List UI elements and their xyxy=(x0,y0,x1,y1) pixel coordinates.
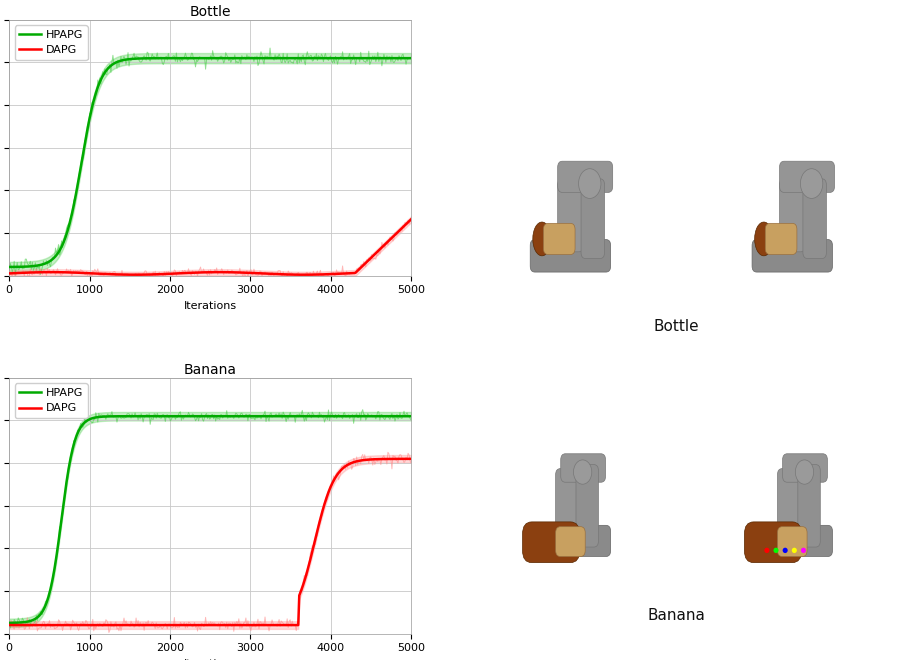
HPAPG xyxy=(303,412,314,420)
DAPG xyxy=(52,621,63,629)
FancyBboxPatch shape xyxy=(556,527,585,556)
DAPG xyxy=(164,270,175,278)
FancyBboxPatch shape xyxy=(766,223,797,255)
HPAPG xyxy=(163,412,174,420)
DAPG xyxy=(293,591,304,599)
FancyBboxPatch shape xyxy=(752,525,833,556)
Ellipse shape xyxy=(533,222,551,256)
HPAPG xyxy=(293,412,304,420)
HPAPG xyxy=(296,412,307,420)
HPAPG xyxy=(4,263,15,271)
HPAPG xyxy=(405,412,416,420)
DAPG xyxy=(257,621,268,629)
Ellipse shape xyxy=(795,460,813,484)
FancyBboxPatch shape xyxy=(778,469,801,538)
HPAPG xyxy=(4,619,15,627)
DAPG xyxy=(129,271,140,279)
X-axis label: Iterations: Iterations xyxy=(183,301,237,311)
DAPG xyxy=(405,455,416,463)
FancyBboxPatch shape xyxy=(581,179,604,259)
DAPG xyxy=(405,215,416,223)
FancyBboxPatch shape xyxy=(745,522,801,562)
FancyBboxPatch shape xyxy=(558,179,583,252)
HPAPG xyxy=(135,55,146,63)
Ellipse shape xyxy=(791,548,797,553)
FancyBboxPatch shape xyxy=(530,240,611,272)
FancyBboxPatch shape xyxy=(523,522,580,562)
Ellipse shape xyxy=(579,169,601,199)
Text: Bottle: Bottle xyxy=(654,319,700,334)
DAPG xyxy=(135,621,146,629)
DAPG xyxy=(296,586,307,594)
FancyBboxPatch shape xyxy=(782,454,827,482)
Ellipse shape xyxy=(765,548,769,553)
FancyBboxPatch shape xyxy=(778,527,807,556)
Ellipse shape xyxy=(801,169,823,199)
Legend: HPAPG, DAPG: HPAPG, DAPG xyxy=(15,25,88,60)
HPAPG xyxy=(135,412,146,420)
HPAPG xyxy=(163,54,174,62)
FancyBboxPatch shape xyxy=(779,179,805,252)
HPAPG xyxy=(52,249,63,257)
Ellipse shape xyxy=(782,548,788,553)
DAPG xyxy=(297,271,308,279)
HPAPG xyxy=(293,54,304,62)
Line: DAPG: DAPG xyxy=(9,219,411,275)
HPAPG xyxy=(257,412,268,420)
FancyBboxPatch shape xyxy=(560,454,605,482)
Title: Banana: Banana xyxy=(183,363,237,377)
DAPG xyxy=(294,271,305,279)
FancyBboxPatch shape xyxy=(576,465,599,547)
FancyBboxPatch shape xyxy=(779,161,834,193)
FancyBboxPatch shape xyxy=(798,465,821,547)
Legend: HPAPG, DAPG: HPAPG, DAPG xyxy=(15,383,88,418)
DAPG xyxy=(4,621,15,629)
FancyBboxPatch shape xyxy=(803,179,826,259)
HPAPG xyxy=(404,54,415,62)
Line: HPAPG: HPAPG xyxy=(9,416,411,623)
Ellipse shape xyxy=(573,460,591,484)
FancyBboxPatch shape xyxy=(530,525,611,556)
Text: Banana: Banana xyxy=(647,608,706,622)
DAPG xyxy=(163,621,174,629)
Line: HPAPG: HPAPG xyxy=(9,58,411,267)
Line: DAPG: DAPG xyxy=(9,459,411,625)
X-axis label: Iterations: Iterations xyxy=(183,659,237,660)
DAPG xyxy=(136,271,147,279)
Ellipse shape xyxy=(773,548,779,553)
Ellipse shape xyxy=(801,548,806,553)
FancyBboxPatch shape xyxy=(544,223,575,255)
FancyBboxPatch shape xyxy=(556,469,580,538)
FancyBboxPatch shape xyxy=(752,240,833,272)
DAPG xyxy=(52,268,63,276)
Ellipse shape xyxy=(755,222,773,256)
DAPG xyxy=(4,269,15,277)
DAPG xyxy=(258,269,269,277)
HPAPG xyxy=(52,545,63,553)
FancyBboxPatch shape xyxy=(558,161,613,193)
Title: Bottle: Bottle xyxy=(190,5,231,18)
HPAPG xyxy=(257,54,268,62)
HPAPG xyxy=(405,54,416,62)
HPAPG xyxy=(296,54,307,62)
